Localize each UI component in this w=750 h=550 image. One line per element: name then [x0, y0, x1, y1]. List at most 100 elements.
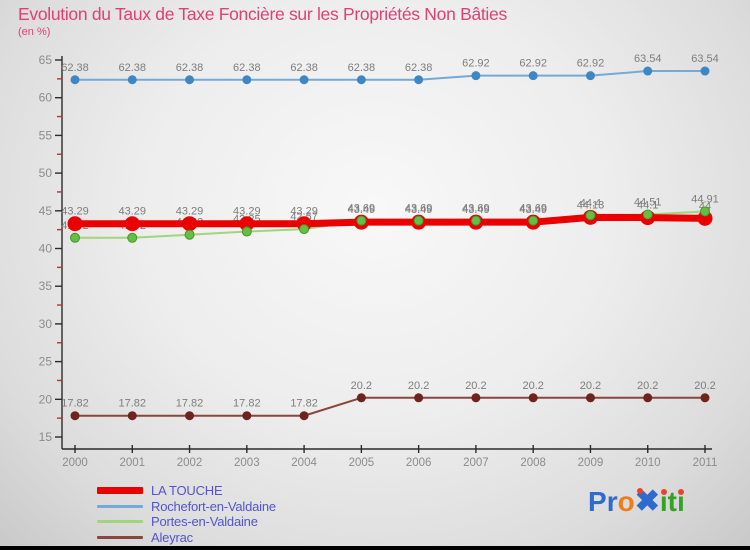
logo-letter-dot: [677, 489, 684, 495]
value-label: 43.29: [176, 206, 204, 218]
y-tick-label: 40: [39, 242, 53, 256]
y-tick-label: 20: [39, 392, 53, 406]
value-label: 43.69: [462, 203, 490, 215]
x-tick-label: 2010: [635, 457, 661, 469]
y-tick-label: 30: [39, 317, 53, 331]
value-label: 62.92: [462, 58, 490, 70]
data-point-aleyrac: [127, 411, 137, 421]
y-tick-label: 60: [39, 91, 53, 105]
y-tick-label: 55: [39, 128, 53, 142]
data-point-aleyrac: [700, 393, 710, 403]
page-title: Evolution du Taux de Taxe Foncière sur l…: [18, 4, 507, 24]
x-tick-label: 2009: [578, 457, 604, 469]
y-tick-label: 15: [39, 430, 53, 444]
data-point-rochefort-en-valdaine: [185, 75, 195, 85]
value-label: 44.4: [580, 197, 601, 209]
data-point-aleyrac: [242, 411, 252, 421]
legend-label: LA TOUCHE: [151, 483, 223, 499]
value-label: 62.38: [119, 62, 147, 74]
data-point-rochefort-en-valdaine: [242, 75, 252, 85]
data-point-rochefort-en-valdaine: [299, 75, 309, 85]
value-label: 62.38: [61, 62, 89, 74]
data-point-portes-en-valdaine: [470, 215, 481, 226]
value-label: 62.38: [233, 62, 261, 74]
value-label: 20.2: [637, 380, 658, 392]
legend-swatch: [97, 520, 143, 524]
data-point-portes-en-valdaine: [642, 209, 653, 220]
value-label: 17.82: [61, 398, 89, 410]
data-point-rochefort-en-valdaine: [414, 75, 424, 85]
x-tick-label: 2006: [406, 457, 432, 469]
value-label: 44.1: [637, 200, 658, 212]
x-tick-label: 2007: [463, 457, 489, 469]
data-point-portes-en-valdaine: [585, 210, 596, 221]
x-tick-label: 2011: [693, 457, 718, 469]
logo-letter: ı: [676, 486, 685, 517]
data-point-aleyrac: [471, 393, 481, 403]
x-tick-label: 2000: [62, 457, 88, 469]
data-point-la-touche: [182, 216, 198, 232]
value-label: 43.29: [119, 206, 147, 218]
y-tick-label: 50: [39, 166, 53, 180]
value-label: 17.82: [290, 398, 318, 410]
value-label: 43.49: [405, 204, 433, 216]
legend-label: Portes-en-Valdaine: [151, 514, 258, 530]
value-label: 43.49: [462, 204, 490, 216]
x-tick-label: 2001: [119, 457, 145, 469]
legend-item-aleyrac: Aleyrac: [97, 530, 276, 546]
chart-legend: LA TOUCHE Rochefort-en-Valdaine Portes-e…: [97, 483, 276, 545]
data-point-rochefort-en-valdaine: [700, 66, 710, 76]
data-point-portes-en-valdaine: [413, 215, 424, 226]
value-label: 43.69: [348, 203, 376, 215]
proxiti-logo: Pro✖ ı tı: [588, 486, 685, 518]
legend-label: Aleyrac: [151, 529, 193, 545]
value-label: 20.2: [465, 380, 486, 392]
value-label: 20.2: [580, 380, 601, 392]
logo-letter-dot: [636, 488, 643, 494]
x-tick-label: 2008: [520, 457, 546, 469]
x-tick-label: 2005: [349, 457, 375, 469]
data-point-aleyrac: [356, 393, 366, 403]
value-label: 43.69: [405, 203, 433, 215]
data-point-la-touche: [67, 216, 83, 232]
value-label: 43.49: [348, 204, 376, 216]
value-label: 62.92: [519, 58, 547, 70]
series-line-la-touche: [71, 213, 709, 228]
series-line-aleyrac: [74, 396, 706, 417]
y-tick-label: 35: [39, 279, 53, 293]
data-point-rochefort-en-valdaine: [356, 75, 366, 85]
data-point-portes-en-valdaine: [241, 226, 252, 237]
logo-letter: P: [588, 486, 607, 517]
value-label: 62.92: [577, 58, 605, 70]
x-tick-label: 2003: [234, 457, 260, 469]
legend-item-rochefort: Rochefort-en-Valdaine: [97, 499, 276, 515]
data-point-portes-en-valdaine: [184, 229, 195, 240]
data-point-aleyrac: [70, 411, 80, 421]
value-label: 44.51: [634, 196, 662, 208]
data-point-aleyrac: [299, 411, 309, 421]
value-label: 62.38: [290, 62, 318, 74]
value-label: 62.38: [348, 62, 376, 74]
logo-letter: t: [667, 486, 677, 517]
data-point-portes-en-valdaine: [356, 215, 367, 226]
legend-label: Rochefort-en-Valdaine: [151, 498, 276, 514]
value-label: 44.91: [691, 193, 719, 205]
value-label: 43.49: [519, 204, 547, 216]
value-label: 62.38: [405, 62, 433, 74]
value-label: 20.2: [408, 380, 429, 392]
series-line-rochefort-en-valdaine: [74, 70, 706, 81]
logo-letter: ı: [659, 486, 668, 517]
data-point-rochefort-en-valdaine: [471, 71, 481, 81]
data-point-rochefort-en-valdaine: [585, 71, 595, 81]
value-label: 63.54: [691, 53, 719, 65]
legend-swatch: [97, 504, 143, 508]
data-point-portes-en-valdaine: [528, 215, 539, 226]
data-point-aleyrac: [643, 393, 653, 403]
data-point-rochefort-en-valdaine: [528, 71, 538, 81]
data-point-aleyrac: [414, 393, 424, 403]
data-point-portes-en-valdaine: [70, 232, 80, 243]
logo-letter: ✖: [634, 485, 660, 518]
data-point-portes-en-valdaine: [127, 232, 138, 243]
data-point-aleyrac: [528, 393, 538, 403]
